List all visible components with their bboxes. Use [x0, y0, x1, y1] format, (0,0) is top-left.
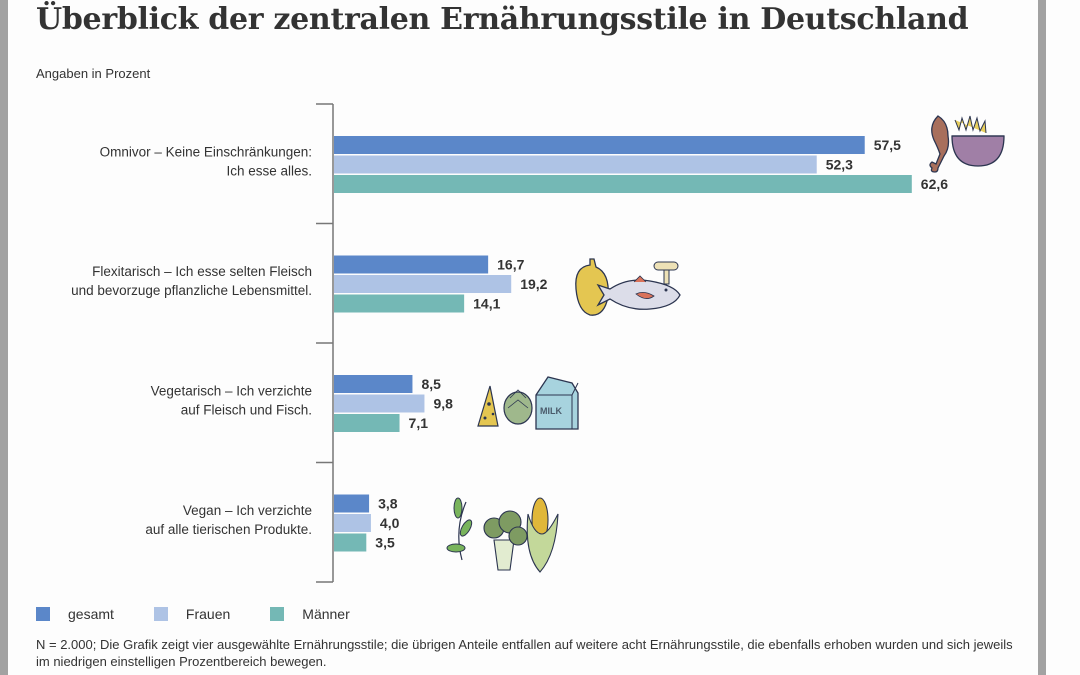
legend-label-maenner: Männer	[302, 606, 350, 622]
bar-maenner	[334, 294, 465, 313]
bar-frauen	[334, 394, 425, 413]
value-label: 16,7	[497, 257, 524, 273]
bar-gesamt	[334, 494, 370, 513]
bar-frauen	[334, 155, 817, 174]
category-label: Flexitarisch – Ich esse selten Fleisch	[92, 264, 312, 279]
bar-gesamt	[334, 255, 489, 274]
bar-maenner	[334, 175, 912, 193]
cheese-artichoke-milk-icon: MILK	[477, 376, 579, 430]
category-label: Vegetarisch – Ich verzichte	[151, 384, 312, 399]
category-label: und bevorzuge pflanzliche Lebensmittel.	[71, 283, 312, 298]
chart-title: Überblick der zentralen Ernährungsstile …	[36, 2, 969, 37]
category-label: Vegan – Ich verzichte	[183, 503, 312, 518]
legend-swatch-gesamt	[36, 607, 50, 621]
value-label: 3,5	[375, 535, 395, 551]
value-label: 8,5	[421, 376, 441, 392]
value-label: 9,8	[433, 396, 453, 412]
legend-swatch-maenner	[270, 607, 285, 621]
bar-maenner	[334, 414, 400, 432]
svg-text:MILK: MILK	[540, 406, 562, 416]
bar-frauen	[334, 275, 512, 293]
value-label: 14,1	[473, 296, 500, 312]
value-label: 52,3	[826, 157, 853, 173]
value-label: 19,2	[520, 276, 547, 292]
chicken-leg-fries-bowl-icon	[929, 115, 1005, 173]
category-label: auf alle tierischen Produkte.	[145, 522, 312, 537]
legend-label-gesamt: gesamt	[68, 606, 114, 622]
bar-gesamt	[334, 136, 865, 154]
footnote: N = 2.000; Die Grafik zeigt vier ausgewä…	[36, 637, 1013, 669]
leaves-broccoli-corn-icon	[446, 497, 559, 573]
legend-swatch-frauen	[153, 607, 168, 621]
left-border	[0, 0, 8, 675]
bar-chart: Omnivor – Keine Einschränkungen: Ich esse…	[71, 103, 1005, 583]
legend-item-gesamt: gesamt	[36, 606, 114, 622]
category-label: Ich esse alles.	[226, 164, 312, 179]
bar-maenner	[334, 533, 367, 552]
legend: gesamt Frauen Männer	[36, 606, 390, 622]
legend-label-frauen: Frauen	[185, 606, 231, 622]
bar-frauen	[334, 514, 371, 532]
value-label: 4,0	[380, 515, 400, 531]
value-label: 7,1	[409, 415, 429, 431]
right-border	[1038, 0, 1046, 675]
legend-item-maenner: Männer	[270, 606, 350, 622]
value-label: 3,8	[378, 496, 398, 512]
value-label: 57,5	[874, 137, 901, 153]
category-label: Omnivor – Keine Einschränkungen:	[100, 145, 312, 160]
chart-subtitle: Angaben in Prozent	[36, 66, 151, 81]
bar-gesamt	[334, 375, 413, 393]
legend-item-frauen: Frauen	[153, 606, 231, 622]
category-label: auf Fleisch und Fisch.	[181, 403, 312, 418]
value-label: 62,6	[921, 176, 948, 192]
pepper-fish-mushroom-icon	[575, 258, 681, 316]
